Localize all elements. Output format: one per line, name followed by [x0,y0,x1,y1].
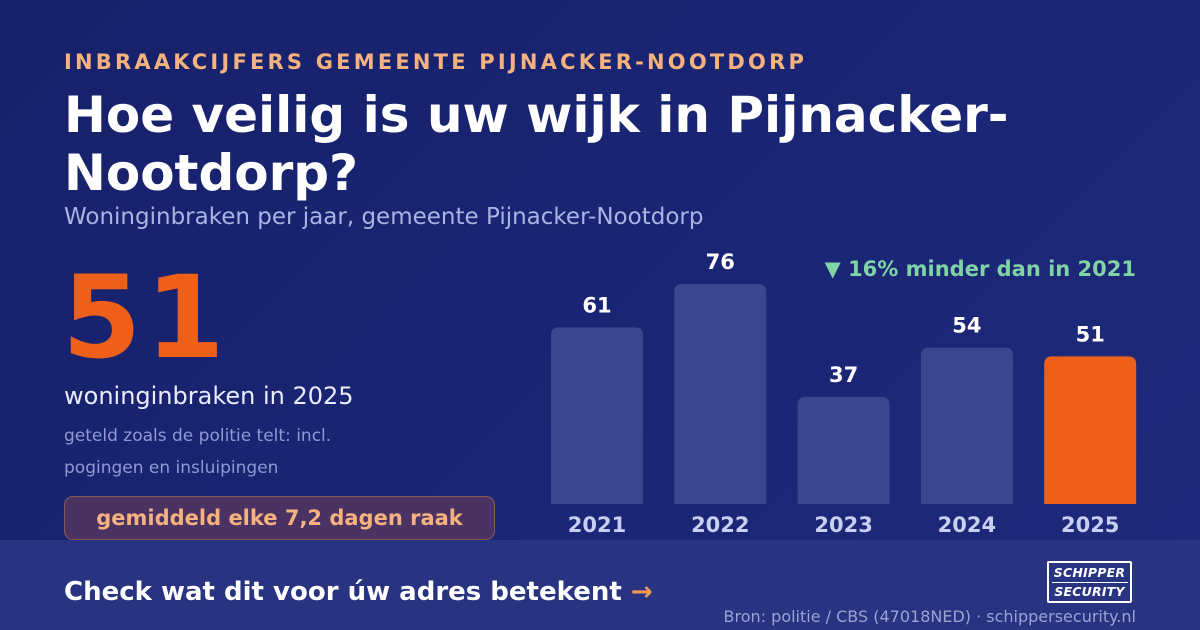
count-method-note: geteld zoals de politie telt: incl. pogi… [64,426,332,478]
value-label-2023: 37 [829,363,858,387]
year-label-2021: 2021 [568,513,626,537]
cta-link[interactable]: Check wat dit voor úw adres betekent → [64,577,653,607]
cta-text: Check wat dit voor úw adres betekent [64,577,622,607]
year-label-2023: 2023 [814,513,872,537]
source-credit: Bron: politie / CBS (47018NED) · schippe… [723,607,1136,626]
value-label-2022: 76 [706,250,735,274]
footer-bar: Check wat dit voor úw adres betekent → S… [0,540,1200,630]
highlight-caption: woninginbraken in 2025 [64,382,354,410]
bar-2025 [1044,356,1137,504]
value-label-2025: 51 [1076,322,1105,346]
subtitle: Woninginbraken per jaar, gemeente Pijnac… [64,204,704,230]
year-label-2022: 2022 [691,513,749,537]
value-label-2024: 54 [952,314,981,338]
value-label-2021: 61 [582,293,611,317]
schipper-security-logo: SCHIPPER SECURITY [1047,561,1132,603]
logo-line-1: SCHIPPER [1053,564,1126,580]
bar-2024 [920,347,1013,504]
bar-2022 [674,284,767,504]
arrow-right-icon: → [630,577,653,607]
bar-2023 [797,396,890,504]
year-label-2025: 2025 [1061,513,1119,537]
highlight-number: 51 [62,251,229,384]
year-label-2024: 2024 [938,513,996,537]
logo-divider [1051,581,1128,583]
change-indicator: ▼ 16% minder dan in 2021 [824,257,1136,281]
frequency-badge: gemiddeld elke 7,2 dagen raak [64,496,495,540]
page-title: Hoe veilig is uw wijk in Pijnacker-Nootd… [64,86,1009,202]
kicker: INBRAAKCIJFERS GEMEENTE PIJNACKER-NOOTDO… [64,50,808,74]
logo-line-2: SECURITY [1054,583,1125,599]
bar-2021 [551,327,643,504]
